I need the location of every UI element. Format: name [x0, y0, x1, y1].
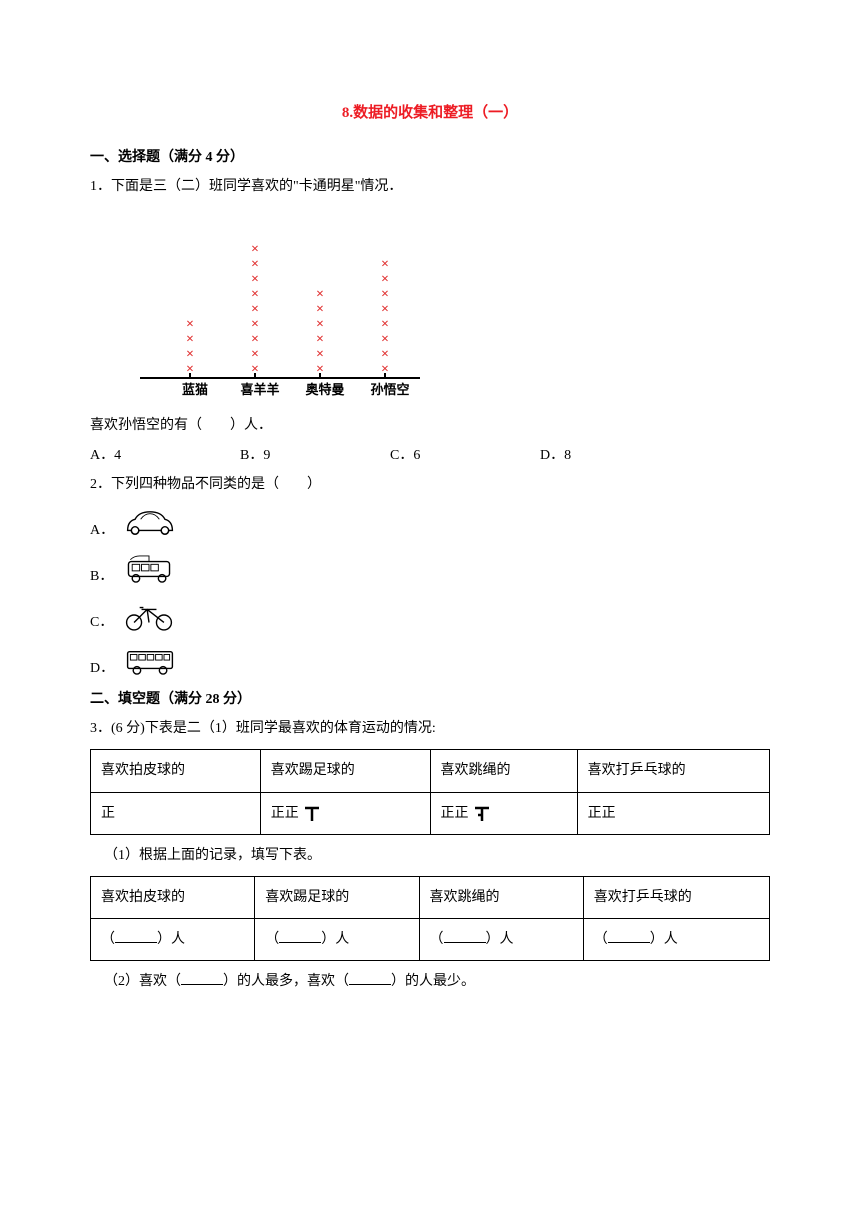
x-mark-icon: × [316, 287, 324, 302]
x-mark-icon: × [251, 302, 259, 317]
fill-blank [349, 971, 391, 985]
q3-t1-h2: 喜欢踢足球的 [260, 750, 430, 792]
fill-blank [181, 971, 223, 985]
q2-option-c: C． [90, 595, 770, 635]
category-label: 孙悟空 [365, 378, 415, 401]
q1-ask: 喜欢孙悟空的有（ ）人． [90, 413, 770, 438]
q2-option-b: B． [90, 549, 770, 589]
x-mark-icon: × [381, 362, 389, 377]
bicycle-icon [121, 595, 177, 635]
tally-mark-icon [472, 803, 492, 823]
fill-blank [115, 929, 157, 943]
q1-option-a: A．4 [90, 443, 240, 468]
category-label: 喜羊羊 [235, 378, 285, 401]
q1-option-d: D．8 [540, 443, 690, 468]
fill-blank [279, 929, 321, 943]
worksheet-page: 8.数据的收集和整理（一） 一、选择题（满分 4 分） 1．下面是三（二）班同学… [0, 0, 860, 1216]
x-mark-icon: × [316, 362, 324, 377]
q2-option-b-label: B． [90, 564, 113, 589]
tally-mark-icon [302, 803, 322, 823]
fill-blank [608, 929, 650, 943]
q1-option-c-val: 6 [413, 448, 420, 463]
table-row: 喜欢拍皮球的 喜欢踢足球的 喜欢跳绳的 喜欢打乒乓球的 [91, 750, 770, 792]
q3-t1-c4: 正正 [577, 792, 769, 834]
x-mark-icon: × [251, 347, 259, 362]
q2-option-a-label: A． [90, 518, 114, 543]
q3-t2-c2: （）人 [255, 919, 419, 961]
pictograph-column: ×××× [180, 317, 200, 377]
q2-stem: 2．下列四种物品不同类的是（ ） [90, 472, 770, 497]
x-mark-icon: × [186, 317, 194, 332]
section-1-header: 一、选择题（满分 4 分） [90, 145, 770, 170]
q3-table-2: 喜欢拍皮球的 喜欢踢足球的 喜欢跳绳的 喜欢打乒乓球的 （）人 （）人 （）人 … [90, 876, 770, 961]
q2-option-c-label: C． [90, 610, 113, 635]
q3-t1-c3: 正正 [430, 792, 577, 834]
q1-option-a-val: 4 [114, 448, 121, 463]
x-mark-icon: × [186, 347, 194, 362]
q1-option-d-val: 8 [564, 448, 571, 463]
q3-t1-c2: 正正 [260, 792, 430, 834]
q3-t1-h4: 喜欢打乒乓球的 [577, 750, 769, 792]
x-mark-icon: × [186, 362, 194, 377]
x-mark-icon: × [251, 362, 259, 377]
table-row: （）人 （）人 （）人 （）人 [91, 919, 770, 961]
x-mark-icon: × [316, 332, 324, 347]
q3-t2-h3: 喜欢跳绳的 [419, 876, 583, 918]
q1-stem: 1．下面是三（二）班同学喜欢的"卡通明星"情况． [90, 174, 770, 199]
q3-t1-h3: 喜欢跳绳的 [430, 750, 577, 792]
x-mark-icon: × [381, 347, 389, 362]
q2-option-d-label: D． [90, 656, 114, 681]
pictograph-column: ×××××××× [375, 257, 395, 377]
q1-option-b-val: 9 [263, 448, 270, 463]
page-title: 8.数据的收集和整理（一） [90, 100, 770, 127]
x-mark-icon: × [186, 332, 194, 347]
bus-icon [122, 641, 178, 681]
x-mark-icon: × [316, 347, 324, 362]
q2-option-a: A． [90, 503, 770, 543]
q3-t2-h1: 喜欢拍皮球的 [91, 876, 255, 918]
fill-blank [444, 929, 486, 943]
x-mark-icon: × [381, 272, 389, 287]
car-icon [122, 503, 178, 543]
category-label: 奥特曼 [300, 378, 350, 401]
category-label: 蓝猫 [170, 378, 220, 401]
q1-option-b: B．9 [240, 443, 390, 468]
q3-t2-c3: （）人 [419, 919, 583, 961]
q1-pictograph: ××××蓝猫×××××××××喜羊羊××××××奥特曼××××××××孙悟空 [140, 211, 420, 401]
x-mark-icon: × [251, 257, 259, 272]
x-mark-icon: × [251, 287, 259, 302]
q3-t2-c1: （）人 [91, 919, 255, 961]
q3-sub2: （2）喜欢（）的人最多，喜欢（）的人最少。 [90, 969, 770, 994]
x-mark-icon: × [316, 317, 324, 332]
q3-stem: 3．(6 分)下表是二（1）班同学最喜欢的体育运动的情况: [90, 716, 770, 741]
x-mark-icon: × [381, 332, 389, 347]
x-mark-icon: × [381, 257, 389, 272]
x-mark-icon: × [251, 242, 259, 257]
q1-options: A．4 B．9 C．6 D．8 [90, 443, 770, 468]
x-mark-icon: × [381, 287, 389, 302]
x-mark-icon: × [251, 272, 259, 287]
q3-t2-h4: 喜欢打乒乓球的 [583, 876, 769, 918]
x-mark-icon: × [251, 317, 259, 332]
van-icon [121, 549, 177, 589]
pictograph-column: ××××××××× [245, 242, 265, 377]
x-mark-icon: × [251, 332, 259, 347]
pictograph-column: ×××××× [310, 287, 330, 377]
table-row: 喜欢拍皮球的 喜欢踢足球的 喜欢跳绳的 喜欢打乒乓球的 [91, 876, 770, 918]
q3-t2-c4: （）人 [583, 919, 769, 961]
q3-t1-h1: 喜欢拍皮球的 [91, 750, 261, 792]
q3-table-1: 喜欢拍皮球的 喜欢踢足球的 喜欢跳绳的 喜欢打乒乓球的 正 正正 正正 正正 [90, 749, 770, 834]
table-row: 正 正正 正正 正正 [91, 792, 770, 834]
q1-option-c: C．6 [390, 443, 540, 468]
x-mark-icon: × [381, 317, 389, 332]
q2-option-d: D． [90, 641, 770, 681]
q3-sub1: （1）根据上面的记录，填写下表。 [90, 843, 770, 868]
q3-t1-c1: 正 [91, 792, 261, 834]
q3-t2-h2: 喜欢踢足球的 [255, 876, 419, 918]
section-2-header: 二、填空题（满分 28 分） [90, 687, 770, 712]
x-mark-icon: × [316, 302, 324, 317]
x-mark-icon: × [381, 302, 389, 317]
